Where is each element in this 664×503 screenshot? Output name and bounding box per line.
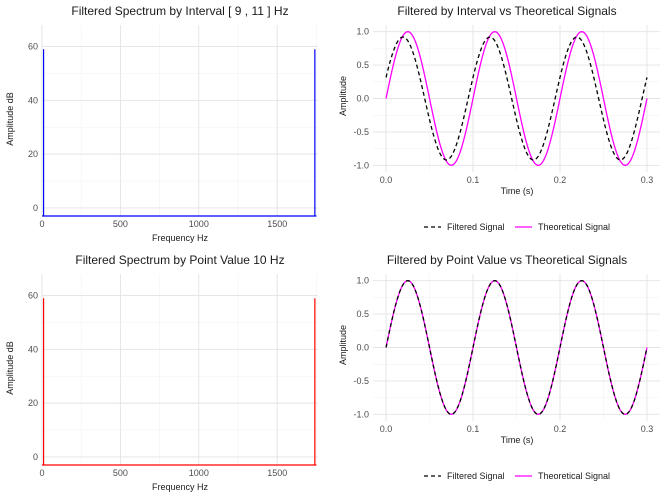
theoretical-signal-line [385, 31, 648, 166]
y-tick-label: 0.0 [356, 343, 369, 353]
y-tick-label: 1.0 [356, 276, 369, 286]
panel-point-vs-theoretical: Filtered by Point Value vs Theoretical S… [338, 253, 660, 481]
data-marks [385, 31, 648, 166]
legend-label-theoretical-signal: Theoretical Signal [538, 222, 610, 232]
axis-ticks: 0 500 1000 1500 0 20 40 60 [28, 291, 287, 478]
chart-title: Filtered by Point Value vs Theoretical S… [387, 253, 627, 267]
y-tick-label: 1.0 [356, 27, 369, 37]
x-tick-label: 0.3 [641, 424, 654, 434]
y-tick-label: 0.5 [356, 309, 369, 319]
data-marks [385, 280, 648, 415]
y-tick-label: 0 [33, 203, 38, 213]
x-tick-label: 0.1 [467, 424, 480, 434]
y-tick-label: 0.5 [356, 60, 369, 70]
y-tick-label: 60 [28, 42, 38, 52]
filtered-signal-line [385, 280, 648, 415]
x-tick-label: 0.0 [380, 424, 393, 434]
axis-ticks: 0 500 1000 1500 0 20 40 60 [28, 42, 287, 229]
panel-interval-vs-theoretical: Filtered by Interval vs Theoretical Sign… [338, 4, 660, 232]
x-tick-label: 500 [113, 468, 128, 478]
data-marks [42, 298, 317, 466]
axis-ticks: 0.0 0.1 0.2 0.3 -1.0 -0.5 0.0 0.5 1.0 [353, 27, 653, 185]
x-tick-label: 0 [39, 219, 44, 229]
y-tick-label: 0 [33, 452, 38, 462]
legend-label-filtered-signal: Filtered Signal [447, 222, 505, 232]
x-tick-label: 0.1 [467, 175, 480, 185]
spectrum-line [42, 49, 317, 217]
chart-title: Filtered Spectrum by Point Value 10 Hz [75, 253, 284, 267]
x-tick-label: 1000 [189, 219, 209, 229]
y-tick-label: 20 [28, 398, 38, 408]
x-tick-label: 500 [113, 219, 128, 229]
x-axis-title: Time (s) [501, 186, 534, 196]
legend-label-theoretical-signal: Theoretical Signal [538, 471, 610, 481]
legend-label-filtered-signal: Filtered Signal [447, 471, 505, 481]
data-marks [42, 49, 317, 217]
x-tick-label: 1500 [267, 219, 287, 229]
y-tick-label: -1.0 [353, 409, 369, 419]
y-axis-title: Amplitude dB [5, 341, 15, 395]
y-tick-label: 20 [28, 149, 38, 159]
y-axis-title: Amplitude [338, 325, 348, 365]
x-axis-title: Frequency Hz [152, 482, 209, 492]
y-axis-title: Amplitude [338, 76, 348, 116]
x-tick-label: 1500 [267, 468, 287, 478]
chart-title: Filtered Spectrum by Interval [ 9 , 11 ]… [71, 4, 288, 18]
x-tick-label: 0.0 [380, 175, 393, 185]
panel-interval-spectrum: Filtered Spectrum by Interval [ 9 , 11 ]… [5, 4, 318, 243]
x-axis-title: Time (s) [501, 435, 534, 445]
grid [41, 274, 318, 465]
x-tick-label: 1000 [189, 468, 209, 478]
x-tick-label: 0.2 [554, 175, 567, 185]
panel-point-spectrum: Filtered Spectrum by Point Value 10 Hz 0… [5, 253, 318, 492]
x-tick-label: 0.3 [641, 175, 654, 185]
x-axis-title: Frequency Hz [152, 233, 209, 243]
spectrum-line [42, 298, 317, 466]
grid [41, 25, 318, 216]
axis-ticks: 0.0 0.1 0.2 0.3 -1.0 -0.5 0.0 0.5 1.0 [353, 276, 653, 434]
x-tick-label: 0 [39, 468, 44, 478]
y-tick-label: 0.0 [356, 94, 369, 104]
y-tick-label: 40 [28, 344, 38, 354]
y-tick-label: -0.5 [353, 376, 369, 386]
y-tick-label: 40 [28, 95, 38, 105]
filtered-signal-line [385, 36, 648, 161]
legend: Filtered Signal Theoretical Signal [424, 471, 610, 481]
y-tick-label: -1.0 [353, 160, 369, 170]
x-tick-label: 0.2 [554, 424, 567, 434]
y-tick-label: -0.5 [353, 127, 369, 137]
y-tick-label: 60 [28, 291, 38, 301]
legend: Filtered Signal Theoretical Signal [424, 222, 610, 232]
y-axis-title: Amplitude dB [5, 92, 15, 146]
chart-title: Filtered by Interval vs Theoretical Sign… [397, 4, 616, 18]
